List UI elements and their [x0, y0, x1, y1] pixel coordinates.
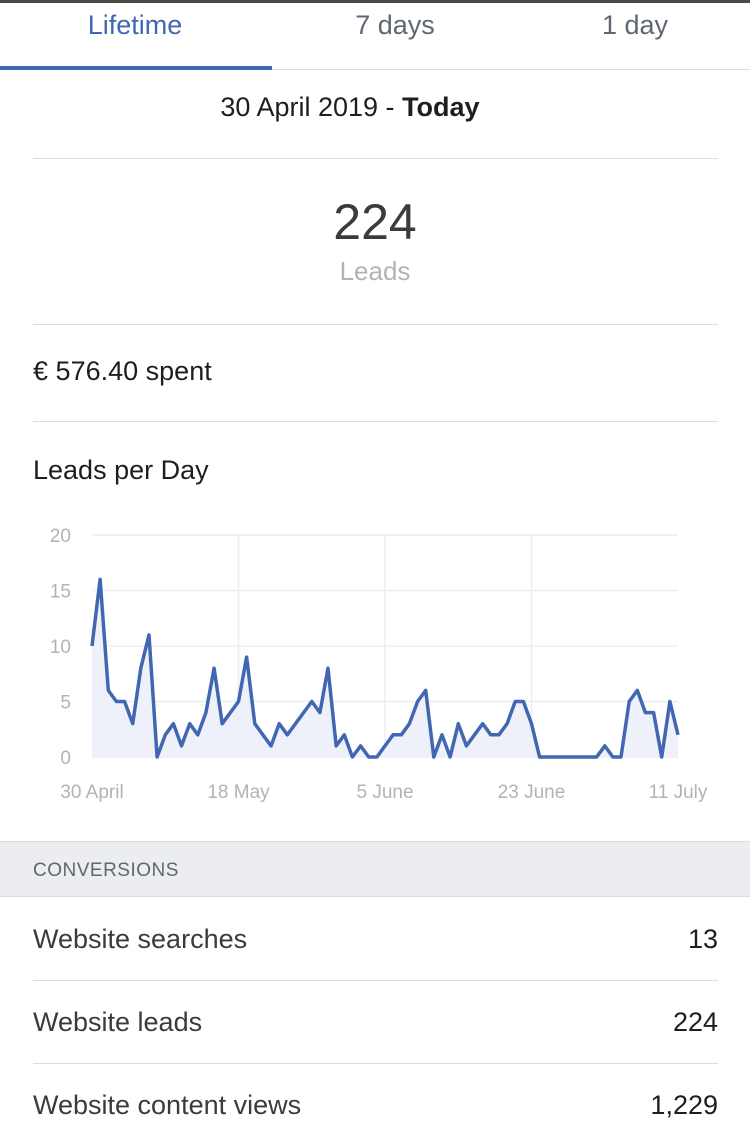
leads-per-day-chart: 20 15 10 5 0 30 April 18 May 5 June 23 June 11 J…: [50, 526, 708, 803]
conversion-label: Website searches: [33, 924, 248, 954]
x-tick-label: 23 June: [498, 782, 566, 803]
x-tick-label: 11 July: [649, 782, 708, 803]
y-axis-ticks: 20 15 10 5 0: [50, 526, 71, 769]
y-tick-label: 5: [60, 693, 71, 714]
conversion-row-website-content-views[interactable]: Website content views 1,229: [33, 1064, 718, 1125]
y-tick-label: 10: [50, 637, 71, 658]
spent-suffix: spent: [145, 356, 212, 386]
leads-area: [92, 579, 678, 757]
active-tab-indicator: [0, 66, 272, 70]
y-tick-label: 0: [60, 748, 71, 769]
leads-count: 224: [333, 194, 417, 250]
y-tick-label: 15: [50, 582, 71, 603]
currency-symbol: €: [33, 356, 49, 386]
date-range-separator: -: [385, 92, 395, 122]
x-tick-label: 30 April: [60, 782, 123, 803]
x-tick-label: 5 June: [356, 782, 413, 803]
conversion-value: 13: [687, 924, 718, 954]
x-axis-ticks: 30 April 18 May 5 June 23 June 11 July: [60, 782, 708, 803]
conversions-header: CONVERSIONS: [0, 841, 750, 897]
conversion-label: Website leads: [33, 1007, 203, 1037]
conversion-label: Website content views: [33, 1090, 302, 1120]
y-tick-label: 20: [50, 526, 71, 547]
chart-grid: [92, 534, 678, 758]
period-tabs: Lifetime 7 days 1 day: [0, 3, 750, 70]
divider: [33, 421, 718, 422]
divider: [33, 158, 718, 159]
x-tick-label: 18 May: [207, 782, 270, 803]
chart-title: Leads per Day: [33, 455, 209, 485]
conversion-value: 1,229: [650, 1090, 718, 1120]
row-divider: [33, 980, 718, 981]
conversion-value: 224: [672, 1007, 718, 1037]
conversion-row-website-searches[interactable]: Website searches 13: [33, 898, 718, 981]
tab-lifetime[interactable]: Lifetime: [87, 10, 183, 40]
amount-spent: € 576.40 spent: [33, 356, 212, 387]
tab-1-day[interactable]: 1 day: [601, 10, 669, 40]
leads-line: [90, 577, 680, 759]
top-border: [0, 0, 750, 3]
date-range-start: 30 April 2019: [220, 92, 379, 122]
tab-7-days[interactable]: 7 days: [355, 10, 435, 40]
conversions-header-label: CONVERSIONS: [33, 860, 179, 881]
row-divider: [33, 1063, 718, 1064]
date-range: 30 April 2019 - Today: [0, 92, 700, 123]
spent-amount: 576.40: [55, 356, 139, 386]
conversion-row-website-leads[interactable]: Website leads 224: [33, 981, 718, 1064]
divider: [33, 324, 718, 325]
leads-label: Leads: [339, 256, 411, 286]
date-range-end: Today: [402, 92, 480, 122]
